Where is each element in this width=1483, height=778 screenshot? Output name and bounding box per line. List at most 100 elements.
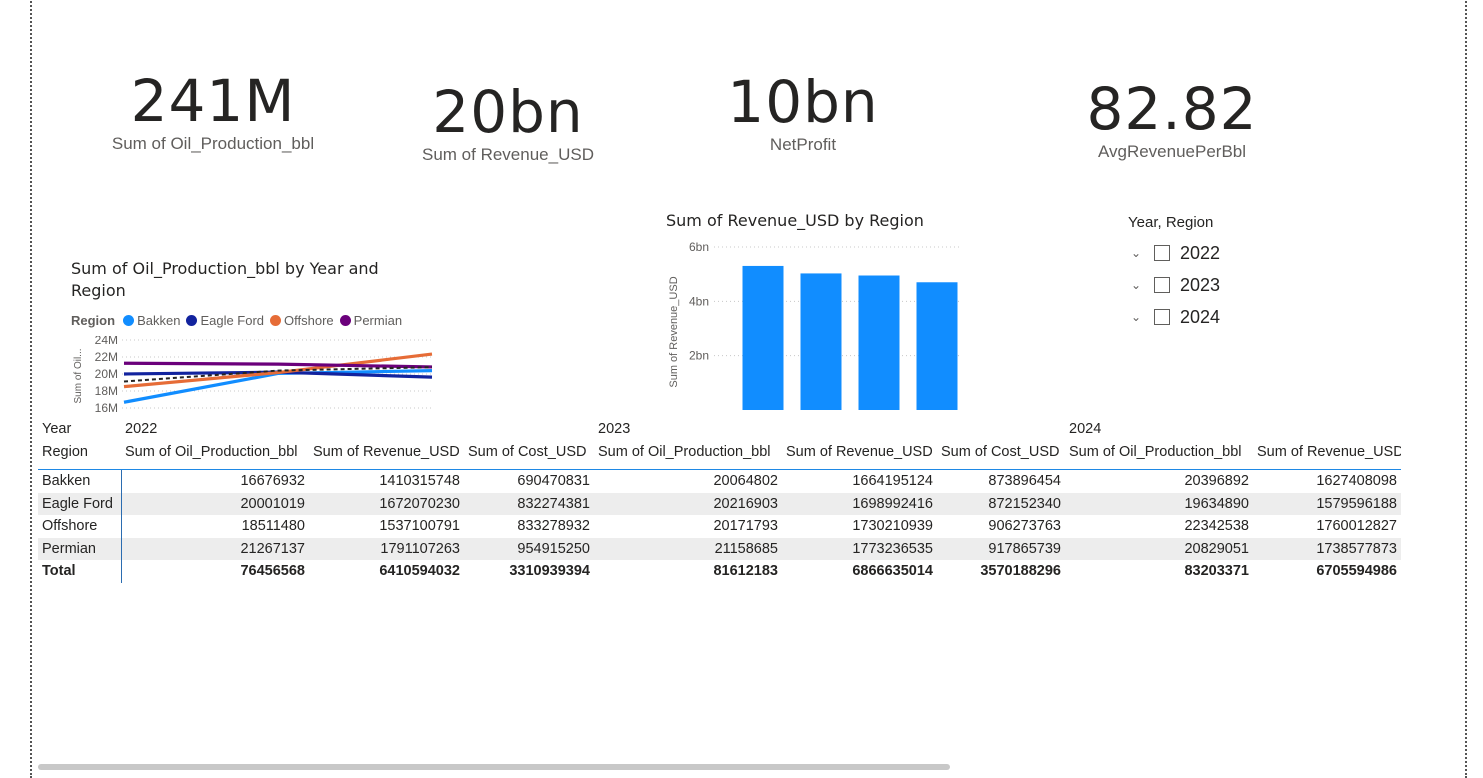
- series-line-offshore: [123, 352, 433, 389]
- year-region-slicer[interactable]: Year, Region ⌄ 2022 ⌄ 2023 ⌄ 2024: [1128, 214, 1220, 333]
- table-cell: 83203371: [1184, 563, 1249, 580]
- matrix-table[interactable]: Year 2022 2023 2024 Region Sum of Oil_Pr…: [38, 418, 1402, 583]
- legend-label: Offshore: [284, 313, 334, 328]
- legend-dot-icon: [123, 315, 135, 326]
- column-header[interactable]: Sum of Cost_USD: [941, 443, 1060, 460]
- table-cell: 6410594032: [379, 563, 460, 580]
- table-cell: 81612183: [713, 563, 778, 580]
- year-header-row: Year 2022 2023 2024: [38, 418, 1401, 441]
- y-tick-label: 20M: [95, 367, 118, 381]
- table-cell: 21158685: [594, 537, 782, 560]
- table-cell: 18511480: [241, 518, 305, 535]
- table-cell: 20396892: [1184, 473, 1249, 490]
- table-row[interactable]: Offshore 18511480 1537100791 833278932 2…: [38, 515, 1401, 538]
- column-header[interactable]: Sum of Revenue_USD: [786, 443, 933, 460]
- y-tick-label: 22M: [95, 350, 118, 364]
- table-cell: 1672070230: [309, 492, 464, 515]
- column-header[interactable]: Sum of Cost_USD: [468, 443, 587, 460]
- table-cell: 20829051: [1065, 537, 1253, 560]
- table-cell: 1791107263: [309, 537, 464, 560]
- row-label: Permian: [38, 537, 122, 560]
- kpi-label: NetProfit: [769, 135, 837, 154]
- year-header-2024[interactable]: 2024: [1069, 421, 1102, 438]
- table-row[interactable]: Eagle Ford 20001019 1672070230 832274381…: [38, 492, 1402, 515]
- table-cell: 1760012827: [1316, 518, 1398, 535]
- y-axis-label: Sum of Revenue_USD: [668, 276, 680, 387]
- y-axis-label: Sum of Oil...: [73, 348, 84, 403]
- kpi-label: AvgRevenuePerBbl: [1097, 142, 1247, 161]
- legend-label: Permian: [353, 313, 403, 328]
- table-cell: 76456568: [240, 563, 305, 580]
- table-cell: 954915250: [464, 537, 594, 560]
- table-cell: 832274381: [464, 492, 594, 515]
- kpi-card-oil-production[interactable]: 241M Sum of Oil_Production_bbl: [98, 70, 328, 154]
- y-tick-label: 16M: [95, 401, 118, 415]
- legend-item-permian[interactable]: Permian: [339, 313, 403, 328]
- table-cell: 3570188296: [980, 563, 1061, 580]
- table-row[interactable]: Permian 21267137 1791107263 954915250 21…: [38, 537, 1402, 560]
- legend-label: Bakken: [137, 313, 181, 328]
- bar-offshore: [800, 273, 842, 410]
- table-cell: 906273763: [988, 518, 1061, 535]
- header-separator: [38, 463, 1402, 470]
- chevron-down-icon[interactable]: ⌄: [1130, 310, 1142, 324]
- table-cell: 690470831: [517, 473, 590, 490]
- table-cell: 21267137: [121, 537, 309, 560]
- table-cell: 16676932: [240, 473, 305, 490]
- checkbox[interactable]: [1154, 245, 1170, 261]
- y-tick-label: 18M: [95, 384, 118, 398]
- checkbox[interactable]: [1154, 309, 1170, 325]
- separator-line: [38, 463, 1402, 470]
- row-label: Eagle Ford: [38, 492, 122, 515]
- column-header[interactable]: Sum of Revenue_USD: [313, 443, 460, 460]
- table-cell: 20216903: [594, 492, 782, 515]
- slicer-title: Year, Region: [1128, 214, 1214, 231]
- y-tick-label: 6bn: [689, 240, 709, 254]
- legend-item-bakken[interactable]: Bakken: [123, 313, 180, 328]
- bar-chart[interactable]: 6bn 4bn 2bn Sum of Revenue_USD: [660, 236, 980, 416]
- column-header[interactable]: Sum of Oil_Production_bbl: [125, 443, 298, 460]
- chevron-down-icon[interactable]: ⌄: [1130, 246, 1142, 260]
- kpi-card-revenue[interactable]: 20bn Sum of Revenue_USD: [413, 81, 603, 165]
- slicer-item-2024[interactable]: ⌄ 2024: [1128, 301, 1220, 333]
- table-cell: 6866635014: [852, 563, 933, 580]
- kpi-label: Sum of Revenue_USD: [422, 145, 594, 164]
- year-header-2023[interactable]: 2023: [598, 421, 631, 438]
- column-header[interactable]: Sum of Revenue_USD: [1257, 443, 1402, 460]
- line-chart-title-line2: Region: [71, 281, 126, 300]
- bar-permian: [742, 265, 784, 410]
- total-row[interactable]: Total 76456568 6410594032 3310939394 816…: [38, 560, 1401, 583]
- table-cell: 20001019: [121, 492, 309, 515]
- line-chart-legend: Region Bakken Eagle Ford Offshore Permia…: [71, 313, 408, 328]
- legend-item-offshore[interactable]: Offshore: [270, 313, 334, 328]
- column-header[interactable]: Sum of Oil_Production_bbl: [598, 443, 771, 460]
- kpi-card-avg-revenue-per-bbl[interactable]: 82.82 AvgRevenuePerBbl: [1082, 78, 1262, 162]
- table-cell: 1410315748: [379, 473, 460, 490]
- slicer-item-label: 2022: [1180, 242, 1221, 263]
- slicer-item-2023[interactable]: ⌄ 2023: [1128, 269, 1220, 301]
- y-tick-label: 4bn: [689, 294, 709, 308]
- column-header[interactable]: Sum of Oil_Production_bbl: [1069, 443, 1242, 460]
- table-cell: 872152340: [937, 492, 1065, 515]
- table-row[interactable]: Bakken 16676932 1410315748 690470831 200…: [38, 469, 1401, 493]
- table-cell: 20171793: [713, 518, 778, 535]
- chevron-down-icon[interactable]: ⌄: [1130, 278, 1142, 292]
- year-header-2022[interactable]: 2022: [125, 421, 158, 438]
- line-chart[interactable]: 24M 22M 20M 18M 16M Sum of Oil...: [66, 336, 446, 416]
- legend-dot-icon: [270, 315, 282, 326]
- legend-dot-icon: [339, 315, 351, 326]
- slicer-item-2022[interactable]: ⌄ 2022: [1128, 237, 1220, 269]
- series-line-permian: [123, 361, 433, 369]
- checkbox[interactable]: [1154, 277, 1170, 293]
- table-cell: 6705594986: [1316, 563, 1398, 580]
- kpi-value: 82.82: [1086, 75, 1258, 143]
- table-cell: 1698992416: [782, 492, 937, 515]
- y-tick-label: 24M: [95, 336, 118, 347]
- horizontal-scrollbar[interactable]: [38, 764, 950, 770]
- year-axis-label: Year: [42, 421, 72, 438]
- row-label: Offshore: [38, 515, 122, 538]
- legend-item-eagle-ford[interactable]: Eagle Ford: [186, 313, 264, 328]
- region-axis-label: Region: [42, 443, 88, 460]
- kpi-card-net-profit[interactable]: 10bn NetProfit: [713, 71, 893, 155]
- report-canvas-border: [30, 0, 1467, 778]
